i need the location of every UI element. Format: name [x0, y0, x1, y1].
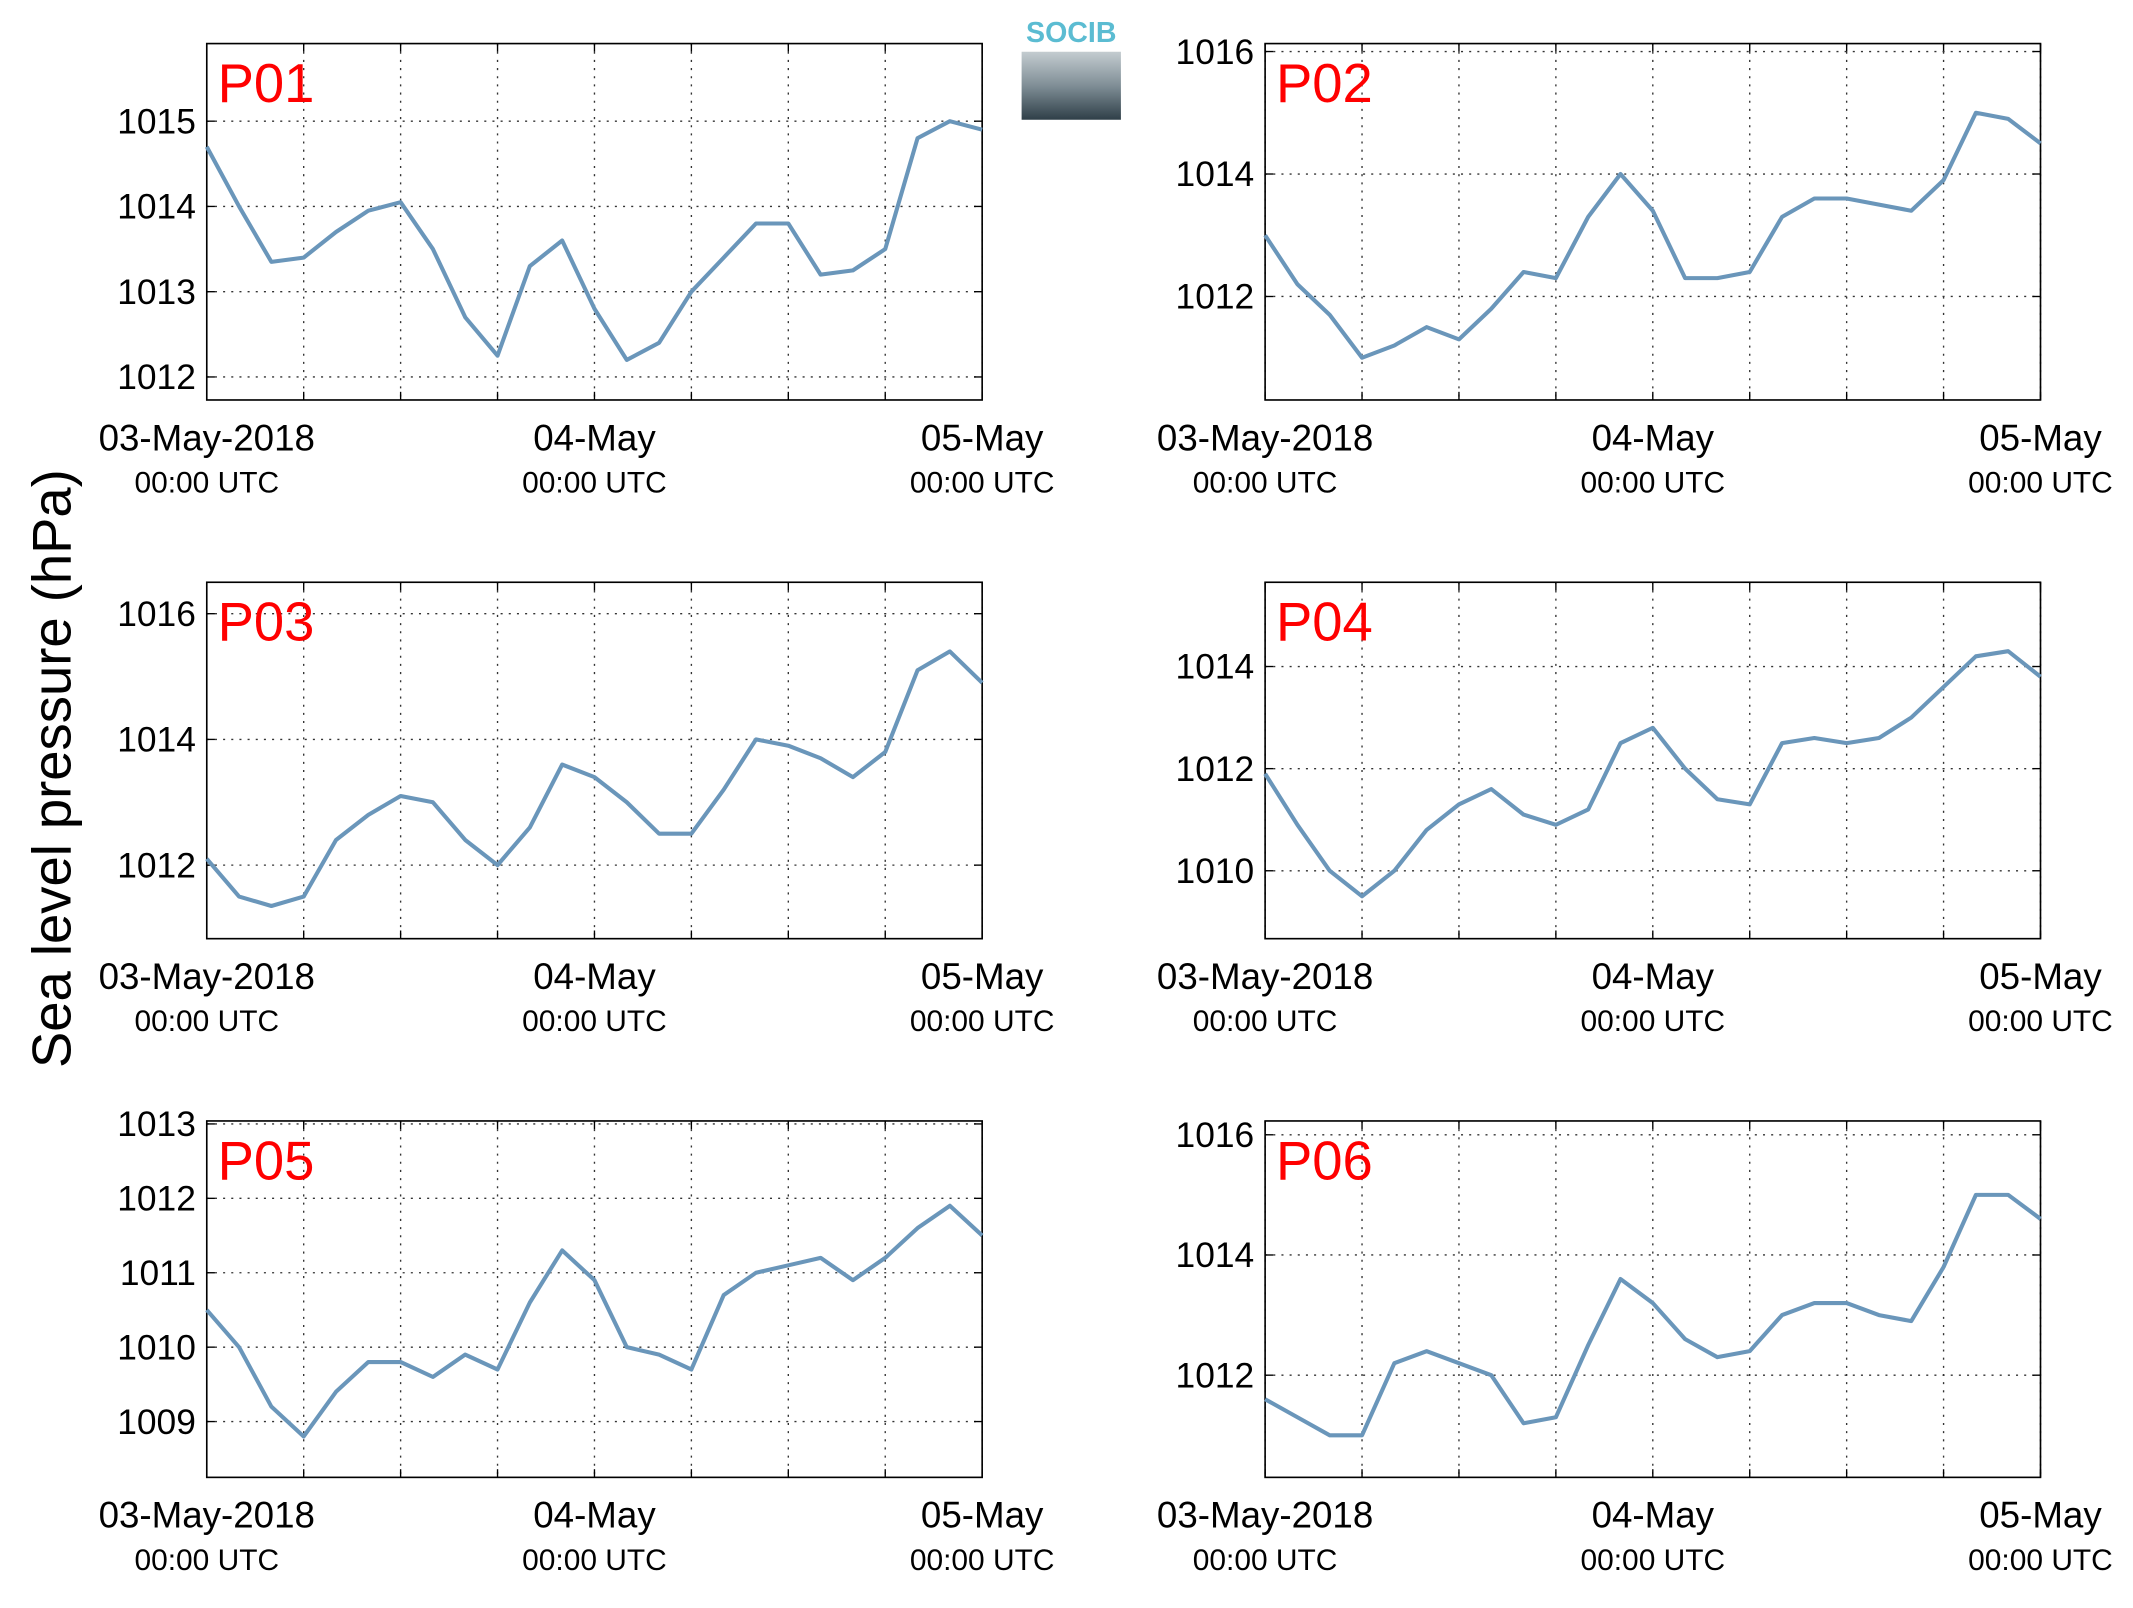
x-tick-sublabel: 00:00 UTC [1193, 1005, 1338, 1038]
axes-frame [1264, 1120, 2042, 1479]
x-tick-label: 05-May [921, 417, 1044, 458]
y-tick-label: 1016 [1176, 1116, 1255, 1155]
logo-block [1021, 51, 1121, 120]
x-tick-sublabel: 00:00 UTC [910, 1005, 1055, 1038]
x-tick-label: 04-May [533, 417, 656, 458]
x-tick-sublabel: 00:00 UTC [522, 1005, 667, 1038]
panel-title: P02 [1276, 53, 1373, 114]
panel-title: P06 [1276, 1130, 1373, 1191]
y-tick-label: 1012 [117, 846, 196, 885]
x-tick-label: 05-May [921, 956, 1044, 997]
y-tick-label: 1010 [117, 1328, 196, 1367]
x-tick-sublabel: 00:00 UTC [1968, 1544, 2113, 1577]
x-tick-label: 03-May-2018 [1157, 956, 1373, 997]
y-tick-label: 1013 [117, 1105, 196, 1144]
subplot: 03-May-2018 00:00 UTC 04-May 00:00 UTC 05-Ma… [99, 581, 1055, 1038]
data-line [205, 649, 984, 909]
subplot: 03-May-2018 00:00 UTC 04-May 00:00 UTC 05-Ma… [99, 42, 1055, 499]
subplot: 03-May-2018 00:00 UTC 04-May 00:00 UTC 05-Ma… [1157, 581, 2113, 1038]
x-tick-sublabel: 00:00 UTC [1968, 466, 2113, 499]
x-tick-label: 04-May [1592, 1495, 1715, 1536]
x-tick-sublabel: 00:00 UTC [1193, 1544, 1338, 1577]
x-tick-sublabel: 00:00 UTC [522, 466, 667, 499]
y-tick-label: 1014 [1176, 1236, 1255, 1275]
axes-frame [1264, 42, 2042, 401]
axes-frame [205, 1120, 983, 1479]
x-tick-label: 05-May [1979, 956, 2102, 997]
y-tick-label: 1009 [117, 1403, 196, 1442]
logo: SOCIB [1021, 17, 1121, 120]
x-tick-sublabel: 00:00 UTC [1193, 466, 1338, 499]
y-axis-label: Sea level pressure (hPa) [22, 469, 83, 1068]
axes-frame [205, 42, 983, 401]
subplot: 03-May-2018 00:00 UTC 04-May 00:00 UTC 05-Ma… [1157, 33, 2113, 500]
x-tick-sublabel: 00:00 UTC [134, 466, 279, 499]
x-tick-label: 05-May [1979, 417, 2102, 458]
x-tick-label: 05-May [1979, 1495, 2102, 1536]
x-tick-label: 03-May-2018 [99, 1495, 315, 1536]
x-tick-label: 04-May [533, 1495, 656, 1536]
x-tick-sublabel: 00:00 UTC [1580, 1544, 1725, 1577]
x-tick-label: 04-May [533, 956, 656, 997]
x-tick-label: 03-May-2018 [99, 417, 315, 458]
logo-text: SOCIB [1026, 17, 1116, 49]
subplot: 03-May-2018 00:00 UTC 04-May 00:00 UTC 05-Ma… [1157, 1116, 2113, 1577]
y-tick-label: 1011 [120, 1254, 196, 1293]
y-tick-label: 1014 [1176, 648, 1255, 687]
panel-title: P05 [218, 1130, 315, 1191]
y-tick-label: 1012 [1176, 278, 1255, 317]
x-tick-label: 05-May [921, 1495, 1044, 1536]
data-line [1263, 110, 2042, 360]
y-tick-label: 1016 [1176, 33, 1255, 72]
data-line [1264, 1192, 2042, 1438]
y-tick-label: 1012 [117, 358, 196, 397]
y-tick-label: 1014 [1176, 155, 1255, 194]
x-tick-sublabel: 00:00 UTC [134, 1005, 279, 1038]
y-tick-label: 1016 [117, 595, 196, 634]
data-line [205, 1203, 984, 1439]
y-tick-label: 1010 [1176, 852, 1255, 891]
x-tick-sublabel: 00:00 UTC [1968, 1005, 2113, 1038]
x-tick-sublabel: 00:00 UTC [1580, 1005, 1725, 1038]
y-tick-label: 1012 [1176, 1356, 1255, 1395]
y-tick-label: 1014 [117, 721, 196, 760]
x-tick-label: 04-May [1592, 956, 1715, 997]
panel-title: P01 [218, 53, 315, 114]
x-tick-label: 04-May [1592, 417, 1715, 458]
y-tick-label: 1013 [117, 273, 196, 312]
panel-title: P04 [1276, 592, 1373, 653]
y-tick-label: 1014 [117, 188, 196, 227]
axes-frame [1264, 581, 2042, 940]
data-line [1263, 649, 2042, 899]
subplot: 03-May-2018 00:00 UTC 04-May 00:00 UTC 05-Ma… [99, 1105, 1055, 1577]
x-tick-sublabel: 00:00 UTC [910, 466, 1055, 499]
x-tick-sublabel: 00:00 UTC [134, 1544, 279, 1577]
x-tick-sublabel: 00:00 UTC [910, 1544, 1055, 1577]
x-tick-label: 03-May-2018 [1157, 417, 1373, 458]
x-tick-label: 03-May-2018 [99, 956, 315, 997]
y-tick-label: 1012 [1176, 750, 1255, 789]
x-tick-sublabel: 00:00 UTC [1580, 466, 1725, 499]
x-tick-label: 03-May-2018 [1157, 1495, 1373, 1536]
data-line [204, 119, 983, 362]
axes-frame [205, 581, 983, 940]
x-tick-sublabel: 00:00 UTC [522, 1544, 667, 1577]
panel-title: P03 [218, 592, 315, 653]
y-tick-label: 1015 [117, 102, 196, 141]
y-tick-label: 1012 [117, 1180, 196, 1219]
